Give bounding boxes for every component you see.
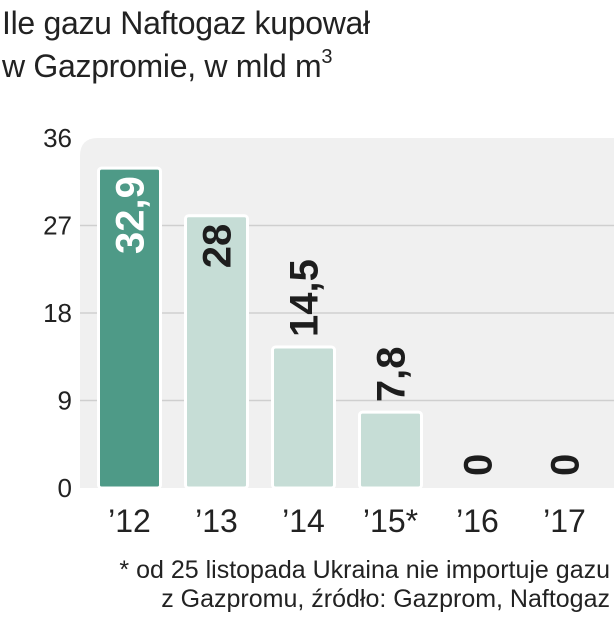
y-tick-label: 18: [43, 298, 72, 328]
chart-title-line-2-text: w Gazpromie, w mld m: [2, 48, 322, 84]
footnote: * od 25 listopada Ukraina nie importuje …: [119, 556, 610, 614]
y-tick-label: 0: [58, 473, 72, 503]
value-label: 7,8: [370, 347, 414, 403]
bar: [184, 214, 249, 490]
bar: [358, 410, 423, 490]
bar: [271, 345, 336, 490]
value-label: 0: [457, 454, 501, 476]
value-label: 14,5: [283, 259, 327, 337]
x-tick-label: ’15*: [363, 503, 418, 539]
y-tick-label: 36: [43, 123, 72, 153]
chart-title-line-2: w Gazpromie, w mld m3: [2, 45, 602, 88]
x-tick-label: ’16: [456, 503, 499, 539]
value-label: 28: [196, 224, 240, 269]
x-tick-label: ’14: [282, 503, 325, 539]
bar: [97, 166, 162, 490]
value-label: 0: [544, 454, 588, 476]
value-label: 32,9: [109, 176, 153, 254]
footnote-line-2: z Gazpromu, źródło: Gazprom, Naftogaz: [161, 585, 610, 613]
chart-title-line-1: Ile gazu Naftogaz kupował: [2, 5, 370, 41]
y-tick-label: 27: [43, 211, 72, 241]
x-tick-label: ’12: [108, 503, 151, 539]
y-tick-label: 9: [58, 386, 72, 416]
x-tick-label: ’13: [195, 503, 238, 539]
x-tick-label: ’17: [543, 503, 586, 539]
chart-title-superscript: 3: [321, 46, 333, 68]
footnote-line-1: * od 25 listopada Ukraina nie importuje …: [119, 556, 610, 584]
chart-title: Ile gazu Naftogaz kupował w Gazpromie, w…: [2, 2, 602, 88]
